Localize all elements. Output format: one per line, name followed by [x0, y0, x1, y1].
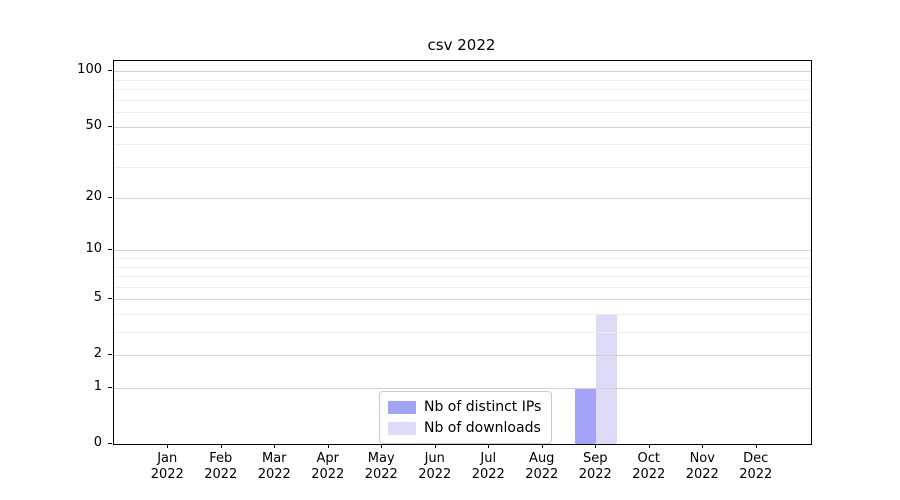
gridline-minor [114, 314, 811, 316]
y-tick-mark [108, 298, 112, 300]
x-tick-label: Nov 2022 [670, 451, 734, 483]
x-tick-label: Jun 2022 [403, 451, 467, 483]
gridline-major [114, 71, 811, 73]
gridline-major [114, 355, 811, 357]
y-tick-mark [108, 70, 112, 72]
x-tick-year: 2022 [525, 467, 559, 482]
x-tick-year: 2022 [578, 467, 612, 482]
x-tick-label: Feb 2022 [189, 451, 253, 483]
gridline-major [114, 198, 811, 200]
gridline-minor [114, 286, 811, 288]
x-tick-mark [381, 444, 383, 448]
y-tick-label: 100 [77, 62, 102, 78]
legend: Nb of distinct IPs Nb of downloads [379, 391, 553, 444]
y-tick-mark [108, 354, 112, 356]
x-tick-month: Jan [157, 451, 178, 466]
x-tick-label: Dec 2022 [724, 451, 788, 483]
x-tick-mark [702, 444, 704, 448]
x-tick-label: May 2022 [349, 451, 413, 483]
x-tick-mark [220, 444, 222, 448]
gridline-minor [114, 258, 811, 260]
bar-nb-of-downloads [596, 314, 618, 444]
x-tick-mark [434, 444, 436, 448]
plot-area: Nb of distinct IPs Nb of downloads [113, 60, 812, 445]
legend-label: Nb of downloads [424, 420, 541, 436]
gridline-major [114, 388, 811, 390]
y-tick-mark [108, 387, 112, 389]
x-tick-label: Oct 2022 [617, 451, 681, 483]
x-tick-month: Nov [689, 451, 715, 466]
gridline-minor [114, 99, 811, 101]
gridline-minor [114, 166, 811, 168]
x-tick-mark [167, 444, 169, 448]
y-tick-mark [108, 443, 112, 444]
legend-row: Nb of distinct IPs [388, 399, 541, 415]
bar-nb-of-distinct-ips [575, 388, 597, 444]
x-tick-label: Apr 2022 [296, 451, 360, 483]
gridline-minor [114, 144, 811, 146]
x-tick-year: 2022 [739, 467, 773, 482]
x-tick-year: 2022 [311, 467, 345, 482]
gridline-minor [114, 112, 811, 114]
legend-row: Nb of downloads [388, 420, 541, 436]
gridline-minor [114, 89, 811, 91]
gridline-major [114, 250, 811, 252]
x-tick-year: 2022 [204, 467, 238, 482]
legend-swatch [388, 400, 416, 414]
y-tick-label: 2 [93, 346, 102, 362]
x-tick-month: Apr [316, 451, 340, 466]
gridline-minor [114, 276, 811, 278]
x-tick-year: 2022 [257, 467, 291, 482]
x-tick-year: 2022 [364, 467, 398, 482]
chart-title: csv 2022 [427, 36, 496, 54]
x-tick-label: Aug 2022 [510, 451, 574, 483]
x-tick-month: Sep [582, 451, 608, 466]
y-tick-label: 5 [93, 290, 102, 306]
x-tick-mark [327, 444, 329, 448]
x-tick-month: Feb [209, 451, 233, 466]
y-tick-label: 1 [93, 379, 102, 395]
x-tick-label: Jul 2022 [456, 451, 520, 483]
x-tick-month: Oct [637, 451, 660, 466]
legend-label: Nb of distinct IPs [424, 399, 542, 415]
x-tick-month: Mar [261, 451, 287, 466]
y-tick-mark [108, 125, 112, 127]
x-tick-year: 2022 [418, 467, 452, 482]
y-tick-label: 10 [85, 241, 102, 257]
x-tick-month: Aug [529, 451, 555, 466]
gridline-minor [114, 266, 811, 268]
y-tick-label: 50 [85, 117, 102, 133]
x-tick-mark [488, 444, 490, 448]
x-tick-mark [274, 444, 276, 448]
x-tick-year: 2022 [632, 467, 666, 482]
x-tick-month: May [367, 451, 395, 466]
gridline-major [114, 299, 811, 301]
x-tick-year: 2022 [471, 467, 505, 482]
x-tick-month: Jul [480, 451, 497, 466]
y-tick-mark [108, 249, 112, 251]
x-tick-year: 2022 [685, 467, 719, 482]
x-tick-month: Jun [424, 451, 445, 466]
legend-swatch [388, 421, 416, 435]
x-tick-mark [595, 444, 597, 448]
x-tick-label: Sep 2022 [563, 451, 627, 483]
x-tick-mark [755, 444, 757, 448]
x-tick-year: 2022 [150, 467, 184, 482]
gridline-minor [114, 332, 811, 334]
x-tick-label: Jan 2022 [135, 451, 199, 483]
x-tick-month: Dec [743, 451, 769, 466]
x-tick-mark [541, 444, 543, 448]
gridline-major [114, 126, 811, 128]
y-tick-label: 0 [93, 435, 102, 450]
x-tick-mark [648, 444, 650, 448]
y-tick-mark [108, 197, 112, 199]
x-tick-label: Mar 2022 [242, 451, 306, 483]
gridline-minor [114, 79, 811, 81]
y-tick-label: 20 [85, 189, 102, 205]
